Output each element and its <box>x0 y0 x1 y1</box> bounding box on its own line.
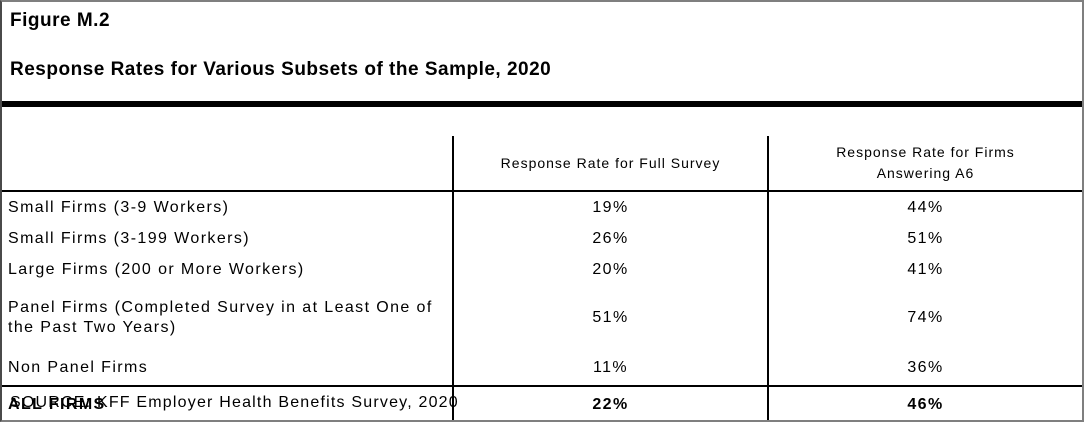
table-row-small-firms-3-199: Small Firms (3-199 Workers) 26% 51% <box>2 223 1082 254</box>
total-value-a6: 46% <box>767 385 1082 420</box>
header-cell-firm-subset <box>2 136 454 192</box>
row-value-full-survey: 51% <box>452 285 769 350</box>
source-note: SOURCE: KFF Employer Health Benefits Sur… <box>10 394 459 411</box>
row-value-full-survey: 11% <box>452 350 769 386</box>
header-cell-answering-a6: Response Rate for Firms Answering A6 <box>767 136 1082 192</box>
response-rates-table: Response Rate for Full Survey Response R… <box>2 136 1082 420</box>
row-value-a6: 74% <box>767 285 1082 350</box>
figure-title: Response Rates for Various Subsets of th… <box>10 59 552 80</box>
row-value-full-survey: 26% <box>452 223 769 254</box>
row-value-full-survey: 20% <box>452 254 769 285</box>
header-a6-label-line2: Answering A6 <box>876 165 975 181</box>
row-value-a6: 41% <box>767 254 1082 285</box>
row-label: Small Firms (3-9 Workers) <box>2 191 454 223</box>
row-label: Small Firms (3-199 Workers) <box>2 223 454 254</box>
row-value-a6: 51% <box>767 223 1082 254</box>
row-value-a6: 36% <box>767 350 1082 386</box>
header-cell-full-survey: Response Rate for Full Survey <box>452 136 769 192</box>
title-divider-rule <box>2 101 1082 107</box>
table-row-non-panel-firms: Non Panel Firms 11% 36% <box>2 350 1082 386</box>
row-value-a6: 44% <box>767 191 1082 223</box>
table-row-all-firms-total: ALL FIRMS 22% 46% <box>2 385 1082 420</box>
header-a6-label-line1: Response Rate for Firms <box>836 144 1015 160</box>
row-label: Panel Firms (Completed Survey in at Leas… <box>2 285 454 350</box>
table-header-row: Response Rate for Full Survey Response R… <box>2 136 1082 192</box>
total-value-full-survey: 22% <box>452 385 769 420</box>
figure-label: Figure M.2 <box>10 10 111 31</box>
table-row-large-firms: Large Firms (200 or More Workers) 20% 41… <box>2 254 1082 285</box>
header-full-survey-label: Response Rate for Full Survey <box>500 154 721 171</box>
row-value-full-survey: 19% <box>452 191 769 223</box>
row-label: Non Panel Firms <box>2 350 454 386</box>
row-label: Large Firms (200 or More Workers) <box>2 254 454 285</box>
table-row-panel-firms: Panel Firms (Completed Survey in at Leas… <box>2 285 1082 350</box>
table-row-small-firms-3-9: Small Firms (3-9 Workers) 19% 44% <box>2 191 1082 223</box>
total-row-label: ALL FIRMS <box>2 385 454 420</box>
